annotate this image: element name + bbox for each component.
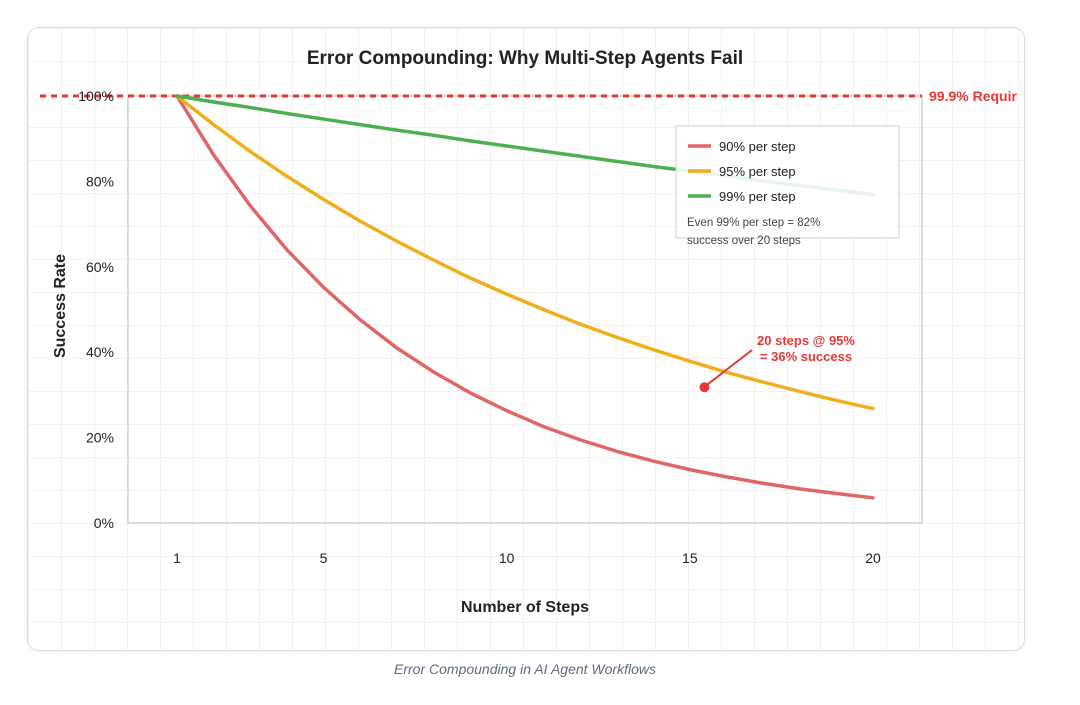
legend-box (675, 125, 900, 239)
x-tick-label: 5 (320, 550, 328, 566)
line-chart: 99.9% Requir 1 5 10 15 20 0%20%40%60%80%100%… (40, 48, 1017, 616)
y-tick-label: 80% (86, 173, 114, 189)
x-tick-label: 20 (865, 550, 881, 566)
x-tick-label: 10 (499, 550, 515, 566)
series-line-1 (175, 94, 875, 500)
y-tick-label: 100% (78, 88, 114, 104)
annotation-point (699, 382, 710, 393)
x-tick-label: 1 (173, 550, 181, 566)
reference-line-label: 99.9% Requir (929, 88, 1017, 104)
legend-label: 99% per step (719, 189, 796, 204)
y-axis-label: Success Rate (52, 254, 69, 358)
x-tick-label: 15 (682, 550, 698, 566)
y-tick-label: 40% (86, 344, 114, 360)
series-line-2 (175, 94, 875, 411)
legend-label: 95% per step (719, 164, 796, 179)
figure-caption: Error Compounding in AI Agent Workflows (394, 661, 656, 677)
x-axis-label: Number of Steps (461, 599, 589, 616)
legend-note: Even 99% per step = 82% (687, 217, 820, 229)
y-tick-label: 20% (86, 430, 114, 446)
annotation-arrow (705, 349, 753, 387)
legend-label: 90% per step (719, 139, 796, 154)
chart-title: Error Compounding: Why Multi-Step Agents… (307, 48, 743, 69)
annotation-text: = 36% success (760, 349, 852, 364)
annotation-text: 20 steps @ 95% (757, 333, 855, 348)
y-tick-label: 60% (86, 259, 114, 275)
y-tick-label: 0% (94, 515, 114, 531)
legend-note: success over 20 steps (687, 235, 801, 247)
